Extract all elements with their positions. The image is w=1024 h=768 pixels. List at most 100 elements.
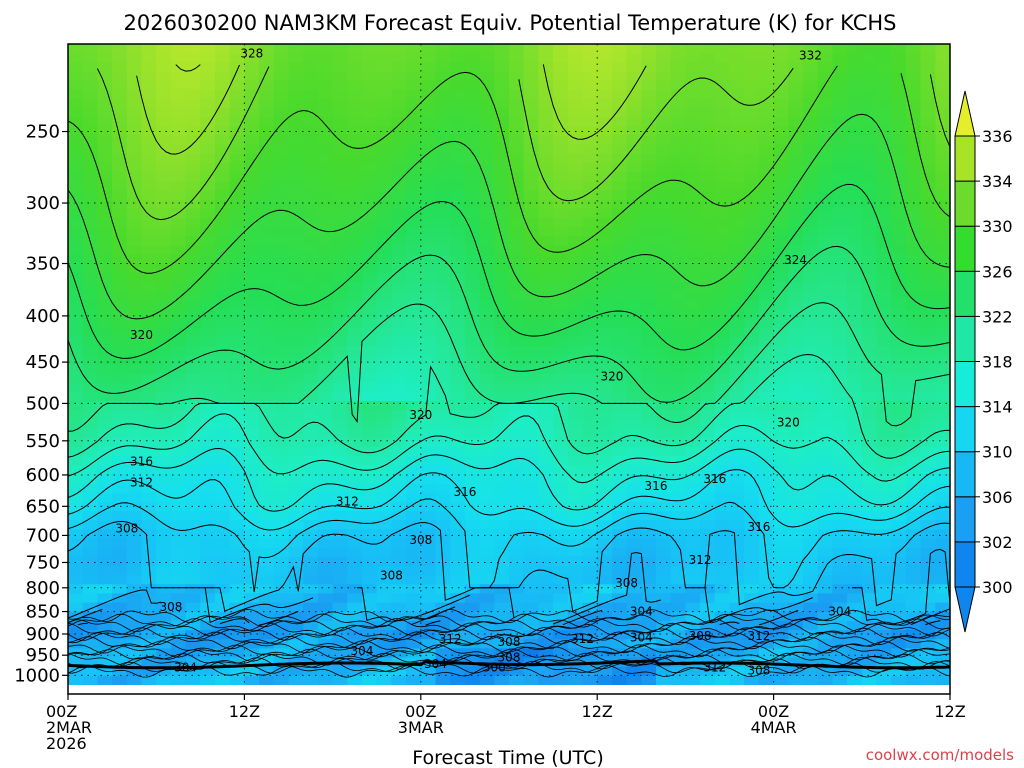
field-cell: [156, 620, 172, 631]
field-cell: [420, 135, 437, 146]
field-cell: [82, 346, 99, 357]
field-cell: [112, 309, 128, 320]
field-cell: [817, 547, 834, 558]
field-cell: [259, 575, 275, 586]
field-cell: [464, 593, 481, 604]
field-cell: [450, 401, 466, 412]
field-cell: [597, 153, 613, 164]
field-cell: [758, 337, 775, 347]
field-cell: [215, 630, 231, 641]
field-cell: [641, 428, 657, 439]
field-cell: [82, 382, 99, 393]
field-cell: [729, 272, 745, 283]
field-cell: [97, 456, 113, 467]
field-cell: [538, 181, 554, 192]
field-cell: [273, 190, 290, 201]
field-cell: [553, 355, 569, 366]
field-cell: [611, 346, 628, 357]
field-cell: [479, 648, 496, 659]
field-cell: [714, 428, 731, 439]
field-cell: [112, 465, 128, 476]
field-cell: [582, 291, 598, 302]
field-cell: [876, 428, 892, 439]
field-cell: [685, 163, 701, 173]
field-cell: [244, 254, 260, 265]
field-cell: [729, 648, 745, 659]
field-cell: [273, 245, 290, 256]
field-cell: [435, 474, 451, 485]
field-cell: [362, 172, 378, 183]
field-cell: [126, 126, 143, 137]
field-cell: [215, 483, 231, 494]
field-cell: [244, 89, 260, 100]
field-cell: [744, 62, 760, 73]
field-cell: [714, 327, 731, 338]
field-cell: [714, 611, 731, 622]
field-cell: [435, 309, 451, 320]
field-cell: [744, 611, 760, 622]
field-cell: [817, 80, 834, 91]
field-cell: [523, 98, 540, 109]
field-cell: [97, 44, 113, 54]
field-cell: [82, 300, 99, 311]
field-cell: [567, 364, 584, 375]
field-cell: [200, 410, 216, 421]
field-cell: [391, 291, 407, 302]
field-cell: [156, 373, 172, 384]
field-cell: [362, 529, 378, 540]
field-cell: [362, 208, 378, 219]
field-cell: [376, 108, 393, 119]
field-cell: [362, 437, 378, 448]
field-cell: [567, 53, 584, 64]
x-tick-label: 00Z: [46, 702, 77, 721]
field-cell: [553, 263, 569, 274]
field-cell: [141, 163, 157, 173]
field-cell: [185, 483, 202, 494]
contour-label: 316: [453, 485, 476, 499]
field-cell: [861, 300, 878, 311]
field-cell: [494, 538, 510, 549]
field-cell: [817, 446, 834, 457]
field-cell: [244, 364, 260, 375]
field-cell: [817, 346, 834, 357]
field-cell: [435, 291, 451, 302]
field-cell: [317, 382, 334, 393]
field-cell: [817, 318, 834, 329]
field-cell: [876, 437, 892, 448]
field-cell: [332, 291, 349, 302]
field-cell: [832, 291, 848, 302]
field-cell: [685, 382, 701, 393]
field-cell: [494, 373, 510, 384]
field-cell: [891, 218, 907, 228]
field-cell: [876, 666, 892, 677]
field-cell: [126, 327, 143, 338]
field-cell: [97, 172, 113, 183]
contour-label: 316: [703, 472, 726, 486]
field-cell: [126, 272, 143, 283]
field-cell: [288, 556, 304, 567]
contour-label: 312: [571, 632, 594, 646]
field-cell: [861, 135, 878, 146]
field-cell: [215, 419, 231, 430]
field-cell: [905, 373, 922, 384]
field-cell: [420, 584, 437, 595]
field-cell: [303, 575, 319, 586]
field-cell: [450, 53, 466, 64]
field-cell: [303, 584, 319, 595]
field-cell: [435, 556, 451, 567]
field-cell: [215, 282, 231, 293]
field-cell: [244, 648, 260, 659]
field-cell: [714, 227, 731, 238]
field-cell: [170, 465, 187, 476]
field-cell: [141, 575, 157, 586]
field-cell: [376, 465, 393, 476]
field-cell: [714, 639, 731, 650]
field-cell: [523, 529, 540, 540]
field-cell: [494, 153, 510, 164]
field-cell: [450, 71, 466, 82]
field-cell: [112, 501, 128, 512]
field-cell: [523, 547, 540, 558]
field-cell: [273, 382, 290, 393]
field-cell: [126, 437, 143, 448]
field-cell: [920, 465, 937, 476]
